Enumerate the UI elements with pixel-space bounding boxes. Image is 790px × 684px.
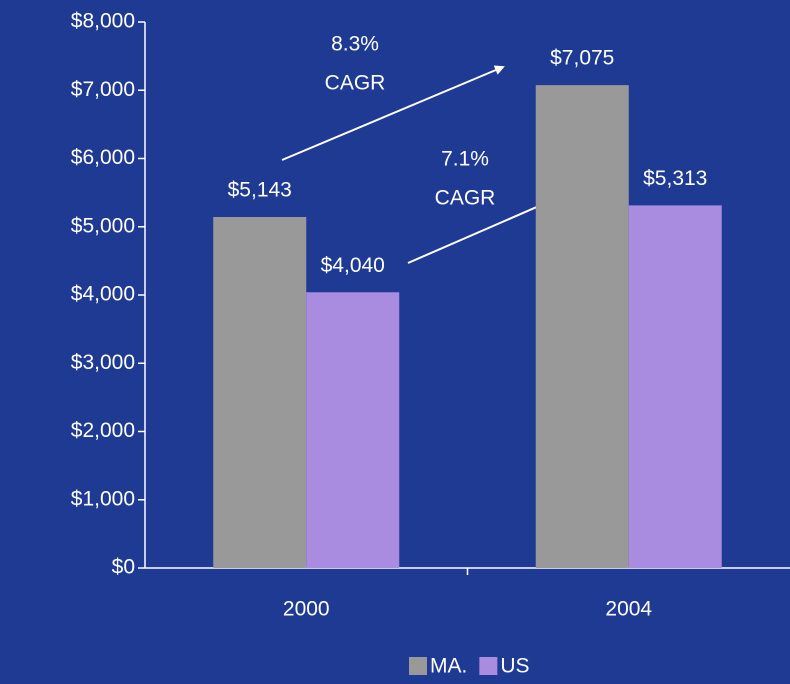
y-tick-label: $1,000: [71, 487, 135, 510]
annotation: 8.3%: [331, 33, 379, 56]
value-label: $5,143: [228, 179, 292, 202]
value-label: $5,313: [643, 167, 707, 190]
legend-swatch: [479, 657, 498, 675]
x-tick-label: 2000: [283, 598, 330, 621]
y-tick-label: $2,000: [71, 419, 135, 442]
y-tick-label: $5,000: [71, 214, 135, 237]
y-tick-label: $3,000: [71, 351, 135, 374]
cagr-arrow: [281, 65, 505, 161]
y-tick-label: $0: [112, 556, 135, 579]
legend-label: MA.: [430, 655, 467, 678]
value-label: $7,075: [550, 47, 614, 70]
y-tick-label: $8,000: [71, 10, 135, 33]
y-tick-label: $7,000: [71, 78, 135, 101]
y-tick-label: $4,000: [71, 283, 135, 306]
legend-swatch: [409, 657, 427, 675]
bar: [535, 85, 629, 568]
annotation: 7.1%: [441, 148, 489, 171]
annotation: CAGR: [325, 72, 386, 95]
bar: [213, 216, 307, 569]
annotation: CAGR: [435, 187, 496, 210]
legend-label: US: [500, 655, 529, 678]
x-tick-label: 2004: [605, 598, 652, 621]
bar: [306, 292, 400, 568]
value-label: $4,040: [321, 254, 385, 277]
bar: [628, 205, 722, 568]
y-tick-label: $6,000: [71, 146, 135, 169]
